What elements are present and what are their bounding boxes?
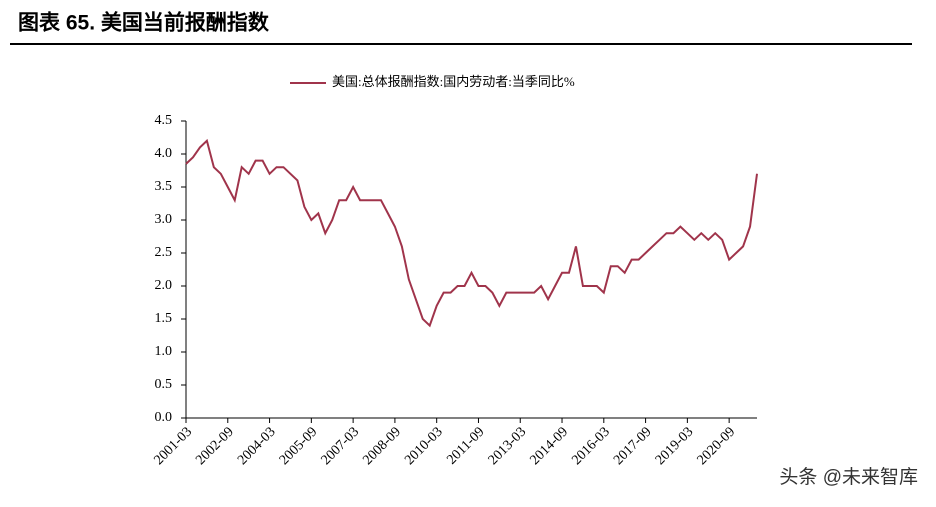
x-tick-label: 2008-09 xyxy=(360,424,404,468)
x-tick-label: 2002-09 xyxy=(193,424,237,468)
x-tick-label: 2010-03 xyxy=(402,424,446,468)
x-tick-label: 2020-09 xyxy=(695,424,739,468)
watermark: 头条 @未来智库 xyxy=(779,466,918,488)
x-tick-label: 2011-09 xyxy=(444,424,487,467)
y-tick-label: 4.0 xyxy=(155,146,173,161)
x-tick-label: 2013-03 xyxy=(486,424,530,468)
y-tick-label: 2.5 xyxy=(155,245,173,260)
x-tick-label: 2014-09 xyxy=(528,424,572,468)
y-tick-label: 1.5 xyxy=(155,311,173,326)
x-tick-label: 2005-09 xyxy=(277,424,321,468)
y-tick-label: 2.0 xyxy=(155,278,173,293)
x-tick-label: 2004-03 xyxy=(235,424,279,468)
x-tick-label: 2007-03 xyxy=(319,424,363,468)
chart-title: 图表 65. 美国当前报酬指数 xyxy=(18,11,270,35)
legend-label: 美国:总体报酬指数:国内劳动者:当季同比% xyxy=(332,74,575,89)
y-tick-label: 0.0 xyxy=(155,410,173,425)
y-tick-label: 3.5 xyxy=(155,179,173,194)
y-tick-label: 4.5 xyxy=(155,113,173,128)
y-tick-label: 3.0 xyxy=(155,212,173,227)
x-tick-label: 2001-03 xyxy=(151,424,195,468)
y-tick-label: 0.5 xyxy=(155,377,173,392)
x-tick-label: 2016-03 xyxy=(569,424,613,468)
y-tick-label: 1.0 xyxy=(155,344,173,359)
line-series xyxy=(185,138,758,328)
x-tick-label: 2019-03 xyxy=(653,424,697,468)
x-tick-label: 2017-09 xyxy=(611,424,655,468)
